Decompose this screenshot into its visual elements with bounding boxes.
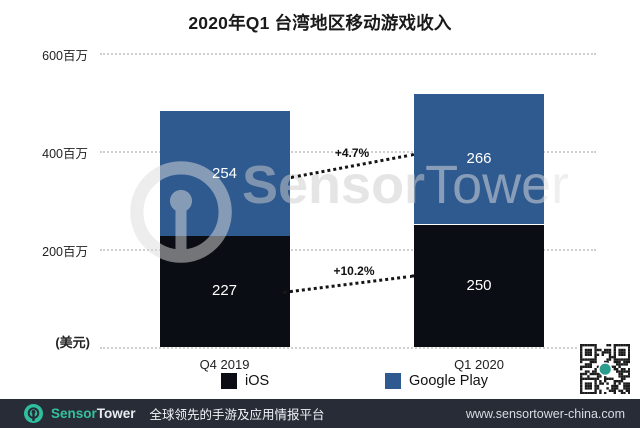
footer-bar: SensorTower 全球领先的手游及应用情报平台 www.sensortow… <box>0 399 640 428</box>
chart-title: 2020年Q1 台湾地区移动游戏收入 <box>188 13 452 33</box>
footer-brand: SensorTower <box>51 406 136 421</box>
growth-label-google-play: +4.7% <box>334 146 370 160</box>
y-axis-tick-label: 600百万 <box>42 49 88 63</box>
y-axis-unit-label: (美元) <box>55 335 90 350</box>
bar-segment-ios-1 <box>414 224 544 347</box>
wechat-qr-code <box>578 342 633 402</box>
legend-swatch-ios <box>221 373 237 389</box>
sensortower-logo-icon <box>24 404 43 423</box>
legend-swatch-google-play <box>385 373 401 389</box>
bar-segment-google-play-0 <box>159 111 290 236</box>
legend-item-google-play: Google Play <box>385 373 488 389</box>
footer-tagline: 全球领先的手游及应用情报平台 <box>149 408 325 422</box>
legend-label-google-play: Google Play <box>409 373 488 389</box>
y-axis-tick-label: 400百万 <box>42 147 88 161</box>
bar-segment-google-play-1 <box>414 94 544 225</box>
gridline-0 <box>100 347 596 349</box>
growth-label-ios: +10.2% <box>333 264 375 278</box>
legend-item-ios: iOS <box>221 373 269 389</box>
footer-url: www.sensortower-china.com <box>465 406 625 421</box>
gridline-600 <box>100 53 596 55</box>
bar-segment-ios-0 <box>159 235 290 347</box>
y-axis-tick-label: 200百万 <box>42 245 88 259</box>
legend-label-ios: iOS <box>245 373 270 389</box>
x-axis-label: Q1 2020 <box>454 357 504 372</box>
gridline-400 <box>100 151 596 153</box>
x-axis-label: Q4 2019 <box>199 357 250 372</box>
gridline-200 <box>100 249 596 251</box>
